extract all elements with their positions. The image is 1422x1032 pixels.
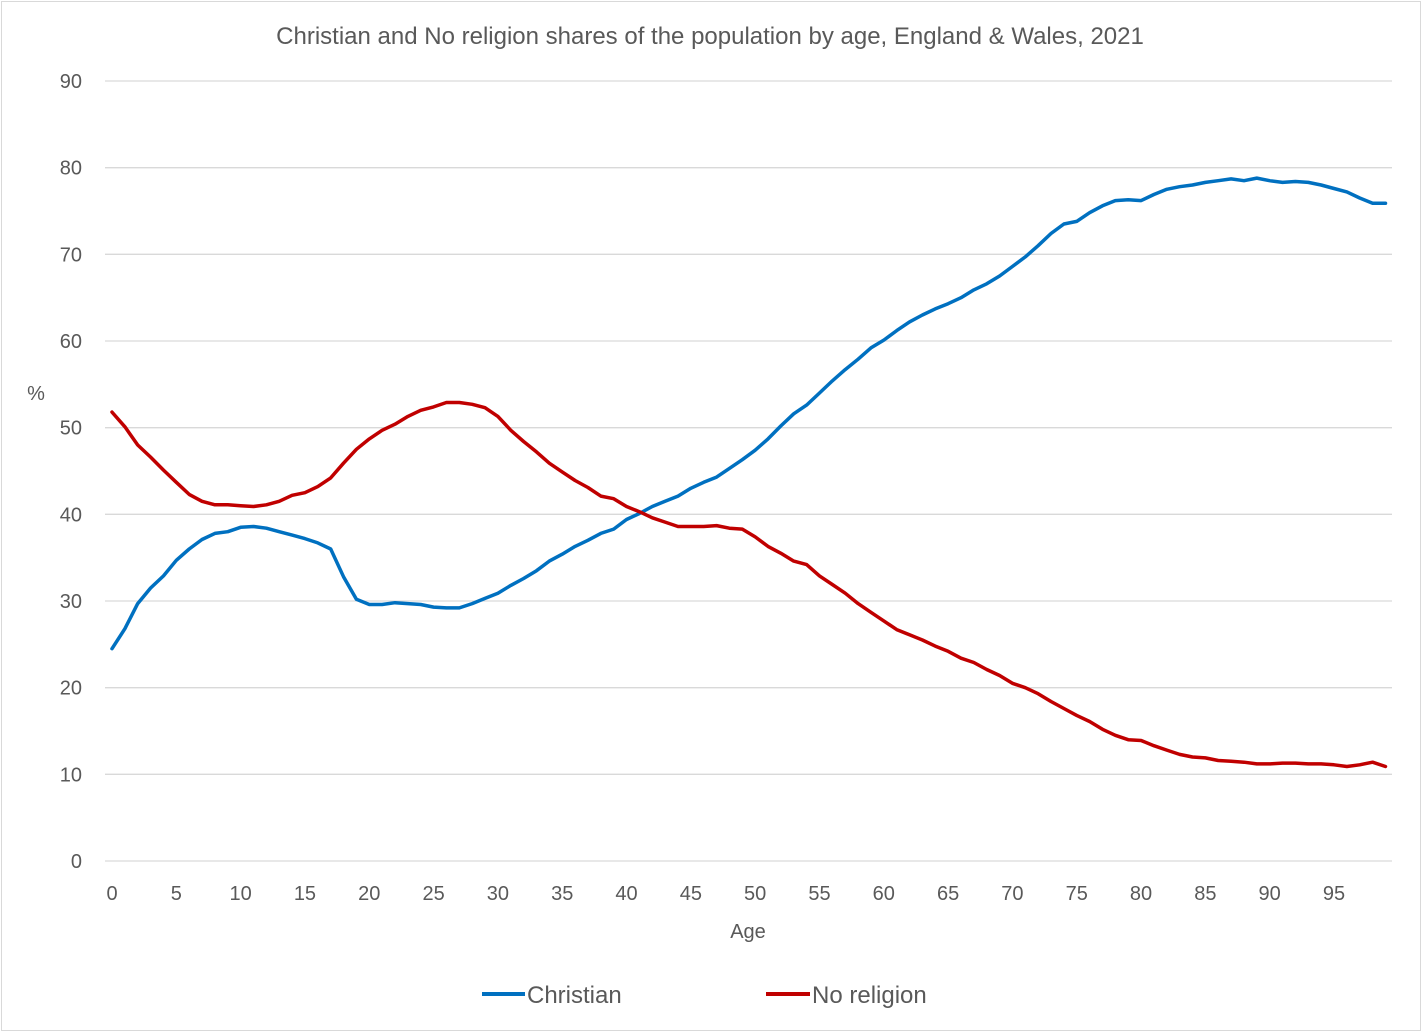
x-tick-label: 60 (873, 883, 895, 905)
y-tick-label: 80 (60, 158, 82, 180)
y-axis-label: % (27, 383, 45, 405)
legend-label-no-religion: No religion (812, 982, 927, 1009)
series-line-no-religion (110, 400, 1388, 769)
y-tick-label: 70 (60, 244, 82, 266)
x-tick-label: 25 (422, 883, 444, 905)
x-tick-label: 85 (1194, 883, 1216, 905)
x-tick-label: 75 (1066, 883, 1088, 905)
y-tick-label: 40 (60, 504, 82, 526)
x-tick-label: 0 (106, 883, 117, 905)
x-tick-label: 10 (230, 883, 252, 905)
y-tick-label: 30 (60, 591, 82, 613)
x-tick-label: 65 (937, 883, 959, 905)
legend-label-christian: Christian (527, 982, 622, 1009)
x-tick-label: 50 (744, 883, 766, 905)
x-tick-label: 95 (1323, 883, 1345, 905)
x-tick-label: 90 (1259, 883, 1281, 905)
x-tick-label: 80 (1130, 883, 1152, 905)
y-tick-label: 50 (60, 418, 82, 440)
x-tick-label: 30 (487, 883, 509, 905)
x-tick-label: 35 (551, 883, 573, 905)
y-tick-label: 90 (60, 71, 82, 93)
x-tick-label: 15 (294, 883, 316, 905)
legend: Christian No religion (482, 982, 927, 1009)
x-tick-label: 55 (808, 883, 830, 905)
y-tick-label: 20 (60, 678, 82, 700)
x-tick-label: 20 (358, 883, 380, 905)
y-tick-label: 0 (71, 851, 82, 873)
x-tick-label: 45 (680, 883, 702, 905)
x-axis-label: Age (730, 921, 766, 943)
x-tick-label: 5 (171, 883, 182, 905)
chart-title: Christian and No religion shares of the … (276, 23, 1144, 50)
x-tick-label: 70 (1001, 883, 1023, 905)
series-line-christian (110, 176, 1388, 651)
x-tick-label: 40 (615, 883, 637, 905)
y-tick-label: 10 (60, 764, 82, 786)
y-tick-label: 60 (60, 331, 82, 353)
